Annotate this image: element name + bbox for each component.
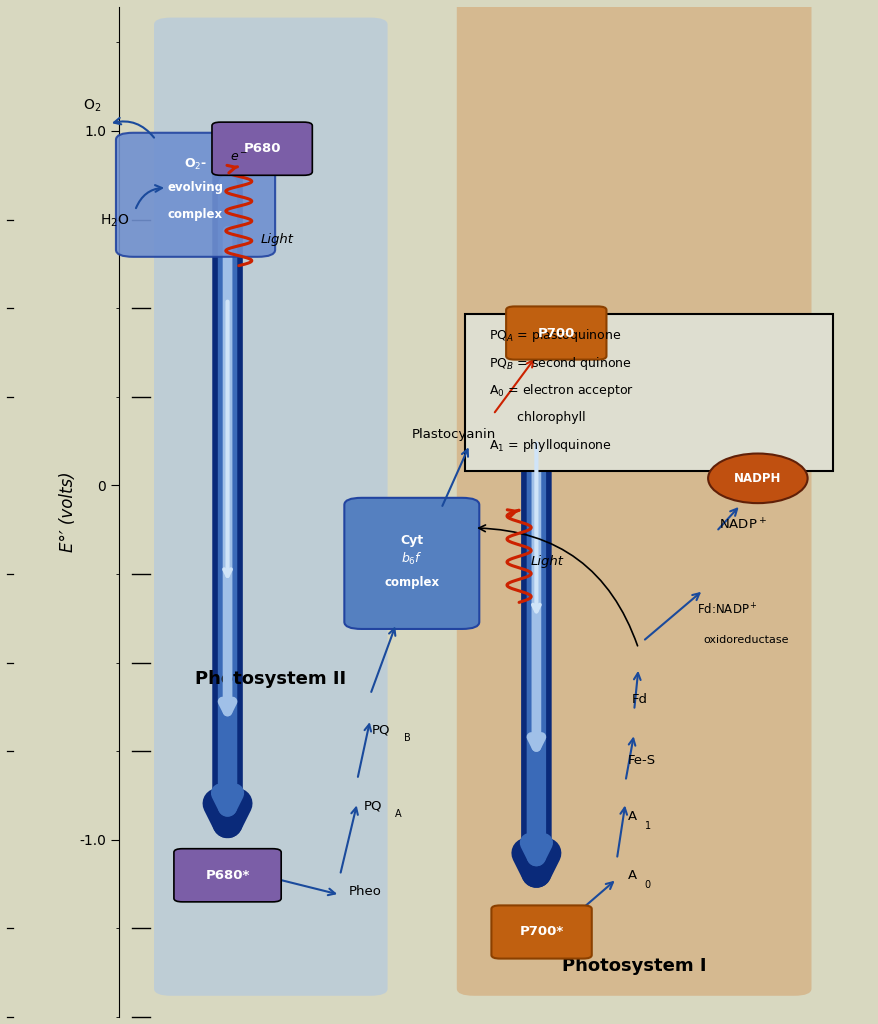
Text: 1: 1 (644, 821, 650, 831)
Text: A: A (628, 810, 637, 823)
Text: chlorophyll: chlorophyll (488, 412, 585, 424)
Text: $e^-$: $e^-$ (229, 152, 248, 164)
Text: Fd:NADP$^+$: Fd:NADP$^+$ (696, 602, 758, 617)
Text: PQ: PQ (363, 800, 381, 813)
Text: Fd: Fd (630, 693, 647, 707)
Text: oxidoreductase: oxidoreductase (702, 635, 788, 645)
Text: PQ$_B$ = second quinone: PQ$_B$ = second quinone (488, 354, 631, 372)
Text: O$_2$: O$_2$ (83, 97, 101, 114)
FancyBboxPatch shape (506, 306, 606, 359)
Text: A: A (395, 809, 401, 819)
FancyBboxPatch shape (154, 17, 387, 995)
Text: Cyt: Cyt (399, 534, 423, 547)
Text: $b_6f$: $b_6f$ (400, 551, 422, 567)
Text: complex: complex (168, 208, 223, 221)
Text: A$_1$ = phylloquinone: A$_1$ = phylloquinone (488, 436, 611, 454)
Text: P680*: P680* (205, 868, 249, 882)
Text: Light: Light (260, 232, 293, 246)
Text: H$_2$O: H$_2$O (100, 213, 130, 229)
Text: A: A (628, 868, 637, 882)
FancyBboxPatch shape (344, 498, 479, 629)
Text: Plastocyanin: Plastocyanin (412, 428, 495, 440)
Text: Fe-S: Fe-S (628, 754, 656, 767)
Text: P680: P680 (243, 142, 281, 156)
Text: A$_0$ = electron acceptor: A$_0$ = electron acceptor (488, 382, 633, 399)
Text: evolving: evolving (168, 181, 223, 195)
Text: NADPH: NADPH (733, 472, 781, 484)
FancyBboxPatch shape (212, 122, 312, 175)
Text: Light: Light (529, 555, 563, 568)
Text: Pheo: Pheo (349, 885, 381, 898)
Text: NADP$^+$: NADP$^+$ (718, 517, 766, 532)
Text: P700: P700 (537, 327, 574, 340)
FancyBboxPatch shape (491, 905, 591, 958)
FancyBboxPatch shape (116, 133, 275, 257)
FancyBboxPatch shape (174, 849, 281, 902)
Ellipse shape (708, 454, 807, 503)
FancyBboxPatch shape (457, 0, 810, 995)
Text: PQ$_A$ = plastoquinone: PQ$_A$ = plastoquinone (488, 328, 621, 344)
Text: PQ: PQ (371, 724, 390, 736)
Y-axis label: E°′ (volts): E°′ (volts) (59, 472, 76, 552)
Text: Photosystem I: Photosystem I (561, 956, 706, 975)
Text: O$_2$-: O$_2$- (184, 158, 207, 172)
Text: B: B (404, 732, 410, 742)
Text: Photosystem II: Photosystem II (195, 670, 346, 688)
Text: P700*: P700* (519, 926, 563, 938)
Text: complex: complex (384, 577, 439, 590)
FancyBboxPatch shape (465, 313, 832, 471)
Text: 0: 0 (644, 880, 650, 890)
